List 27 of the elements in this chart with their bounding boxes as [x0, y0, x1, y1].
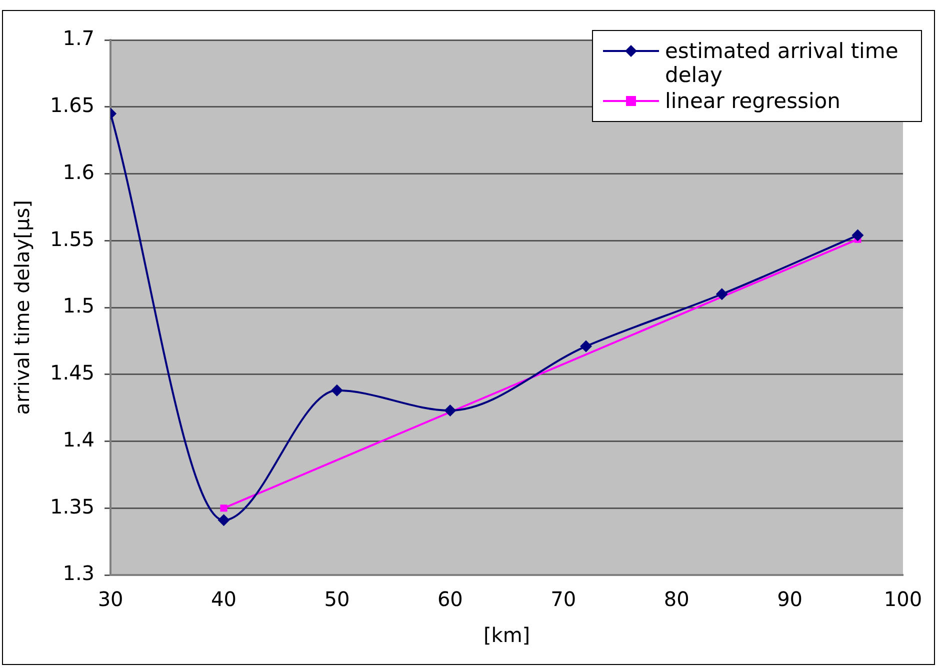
y-tick-label: 1.5	[62, 294, 95, 318]
x-tick-label: 70	[550, 587, 576, 612]
y-tick-label: 1.65	[50, 93, 95, 118]
x-tick-label: 100	[884, 587, 922, 612]
point	[220, 504, 228, 512]
y-tick-label: 1.35	[50, 494, 95, 518]
y-tick-label: 1.45	[50, 360, 95, 385]
y-tick-label: 1.4	[62, 427, 95, 452]
x-axis-title: [km]	[483, 623, 530, 648]
point	[330, 384, 343, 396]
y-axis-title: arrival time delay[μs]	[10, 200, 34, 415]
point	[218, 514, 230, 526]
x-tick-label: 30	[98, 587, 124, 612]
point	[444, 404, 456, 416]
x-tick-label: 50	[324, 587, 350, 612]
y-tick-label: 1.6	[62, 160, 95, 184]
point	[580, 340, 592, 352]
x-tick-label: 80	[664, 587, 690, 612]
point	[716, 288, 728, 300]
x-tick-label: 90	[777, 587, 803, 612]
y-tick-label: 1.55	[50, 226, 95, 251]
y-tick-label: 1.7	[62, 26, 95, 50]
point	[852, 229, 864, 242]
legend-label: linear regression	[665, 89, 840, 113]
x-tick-label: 60	[437, 587, 463, 612]
y-tick-label: 1.3	[62, 561, 95, 586]
x-tick-label: 40	[211, 587, 236, 612]
